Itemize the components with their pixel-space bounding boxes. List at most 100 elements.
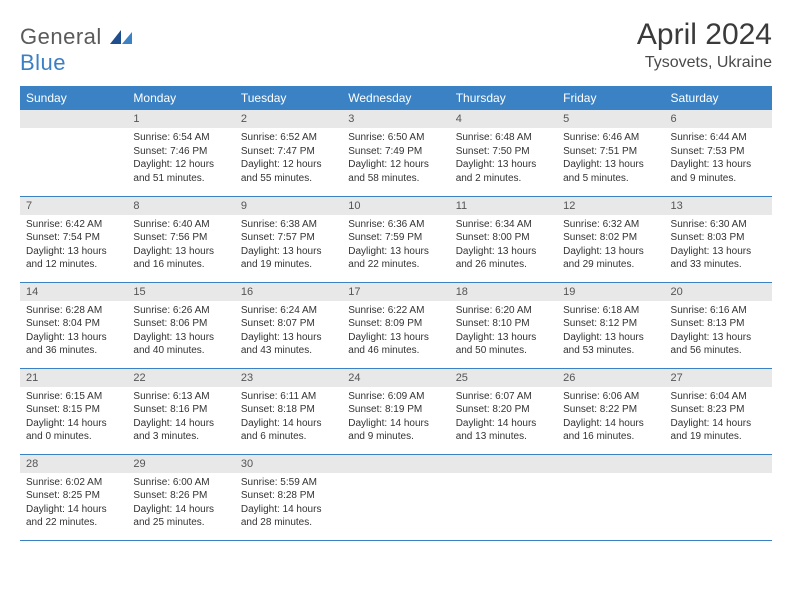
day-details: Sunrise: 6:36 AMSunset: 7:59 PMDaylight:… xyxy=(342,215,449,276)
sunset-line: Sunset: 8:16 PM xyxy=(133,403,228,417)
daylight-line: Daylight: 14 hours and 9 minutes. xyxy=(348,417,443,444)
sunrise-line: Sunrise: 6:24 AM xyxy=(241,304,336,318)
daylight-line: Daylight: 12 hours and 58 minutes. xyxy=(348,158,443,185)
calendar-day-cell: 14Sunrise: 6:28 AMSunset: 8:04 PMDayligh… xyxy=(20,282,127,368)
sunrise-line: Sunrise: 6:28 AM xyxy=(26,304,121,318)
weekday-header-cell: Saturday xyxy=(665,86,772,110)
daylight-line: Daylight: 13 hours and 12 minutes. xyxy=(26,245,121,272)
sunset-line: Sunset: 8:06 PM xyxy=(133,317,228,331)
day-number: 26 xyxy=(557,369,664,387)
daylight-line: Daylight: 12 hours and 55 minutes. xyxy=(241,158,336,185)
calendar-day-cell: 9Sunrise: 6:38 AMSunset: 7:57 PMDaylight… xyxy=(235,196,342,282)
sunset-line: Sunset: 7:57 PM xyxy=(241,231,336,245)
top-bar: General Blue April 2024 Tysovets, Ukrain… xyxy=(20,18,772,76)
sunset-line: Sunset: 8:02 PM xyxy=(563,231,658,245)
daylight-line: Daylight: 13 hours and 33 minutes. xyxy=(671,245,766,272)
sunrise-line: Sunrise: 6:42 AM xyxy=(26,218,121,232)
sunset-line: Sunset: 8:04 PM xyxy=(26,317,121,331)
sunrise-line: Sunrise: 6:40 AM xyxy=(133,218,228,232)
day-details: Sunrise: 6:20 AMSunset: 8:10 PMDaylight:… xyxy=(450,301,557,362)
sunrise-line: Sunrise: 6:50 AM xyxy=(348,131,443,145)
sunrise-line: Sunrise: 6:34 AM xyxy=(456,218,551,232)
calendar-day-cell: 1Sunrise: 6:54 AMSunset: 7:46 PMDaylight… xyxy=(127,110,234,196)
day-number: 11 xyxy=(450,197,557,215)
sunset-line: Sunset: 7:51 PM xyxy=(563,145,658,159)
daylight-line: Daylight: 14 hours and 13 minutes. xyxy=(456,417,551,444)
day-number: 4 xyxy=(450,110,557,128)
sunset-line: Sunset: 8:19 PM xyxy=(348,403,443,417)
sunset-line: Sunset: 8:12 PM xyxy=(563,317,658,331)
calendar-day-cell: 27Sunrise: 6:04 AMSunset: 8:23 PMDayligh… xyxy=(665,368,772,454)
daylight-line: Daylight: 13 hours and 19 minutes. xyxy=(241,245,336,272)
calendar-week-row: 1Sunrise: 6:54 AMSunset: 7:46 PMDaylight… xyxy=(20,110,772,196)
day-details: Sunrise: 6:52 AMSunset: 7:47 PMDaylight:… xyxy=(235,128,342,189)
title-block: April 2024 Tysovets, Ukraine xyxy=(637,18,772,72)
sunset-line: Sunset: 7:59 PM xyxy=(348,231,443,245)
calendar-day-cell xyxy=(557,454,664,540)
sunset-line: Sunset: 7:49 PM xyxy=(348,145,443,159)
sunset-line: Sunset: 7:46 PM xyxy=(133,145,228,159)
day-number: 16 xyxy=(235,283,342,301)
day-number: 24 xyxy=(342,369,449,387)
sunset-line: Sunset: 8:18 PM xyxy=(241,403,336,417)
calendar-day-cell: 13Sunrise: 6:30 AMSunset: 8:03 PMDayligh… xyxy=(665,196,772,282)
day-details: Sunrise: 6:26 AMSunset: 8:06 PMDaylight:… xyxy=(127,301,234,362)
day-details: Sunrise: 6:09 AMSunset: 8:19 PMDaylight:… xyxy=(342,387,449,448)
weekday-header-cell: Sunday xyxy=(20,86,127,110)
day-number: 21 xyxy=(20,369,127,387)
sunrise-line: Sunrise: 6:54 AM xyxy=(133,131,228,145)
day-number: 25 xyxy=(450,369,557,387)
day-details: Sunrise: 6:30 AMSunset: 8:03 PMDaylight:… xyxy=(665,215,772,276)
calendar-day-cell: 8Sunrise: 6:40 AMSunset: 7:56 PMDaylight… xyxy=(127,196,234,282)
day-number: 1 xyxy=(127,110,234,128)
day-details: Sunrise: 6:15 AMSunset: 8:15 PMDaylight:… xyxy=(20,387,127,448)
sunset-line: Sunset: 8:00 PM xyxy=(456,231,551,245)
daylight-line: Daylight: 13 hours and 50 minutes. xyxy=(456,331,551,358)
day-number xyxy=(557,455,664,473)
calendar-day-cell: 2Sunrise: 6:52 AMSunset: 7:47 PMDaylight… xyxy=(235,110,342,196)
sunset-line: Sunset: 8:23 PM xyxy=(671,403,766,417)
calendar-day-cell: 19Sunrise: 6:18 AMSunset: 8:12 PMDayligh… xyxy=(557,282,664,368)
weekday-header: SundayMondayTuesdayWednesdayThursdayFrid… xyxy=(20,86,772,110)
sunrise-line: Sunrise: 6:22 AM xyxy=(348,304,443,318)
calendar-week-row: 28Sunrise: 6:02 AMSunset: 8:25 PMDayligh… xyxy=(20,454,772,540)
sunset-line: Sunset: 8:13 PM xyxy=(671,317,766,331)
calendar-day-cell: 23Sunrise: 6:11 AMSunset: 8:18 PMDayligh… xyxy=(235,368,342,454)
logo-text: General Blue xyxy=(20,24,132,76)
day-number xyxy=(342,455,449,473)
calendar-day-cell: 30Sunrise: 5:59 AMSunset: 8:28 PMDayligh… xyxy=(235,454,342,540)
sunset-line: Sunset: 7:50 PM xyxy=(456,145,551,159)
day-details: Sunrise: 6:06 AMSunset: 8:22 PMDaylight:… xyxy=(557,387,664,448)
day-details: Sunrise: 6:54 AMSunset: 7:46 PMDaylight:… xyxy=(127,128,234,189)
day-number xyxy=(20,110,127,128)
daylight-line: Daylight: 14 hours and 0 minutes. xyxy=(26,417,121,444)
day-number: 13 xyxy=(665,197,772,215)
sunrise-line: Sunrise: 6:18 AM xyxy=(563,304,658,318)
day-number: 7 xyxy=(20,197,127,215)
weekday-header-cell: Wednesday xyxy=(342,86,449,110)
day-number: 27 xyxy=(665,369,772,387)
sunrise-line: Sunrise: 6:26 AM xyxy=(133,304,228,318)
sunrise-line: Sunrise: 6:04 AM xyxy=(671,390,766,404)
day-details: Sunrise: 6:02 AMSunset: 8:25 PMDaylight:… xyxy=(20,473,127,534)
sunset-line: Sunset: 8:07 PM xyxy=(241,317,336,331)
daylight-line: Daylight: 13 hours and 53 minutes. xyxy=(563,331,658,358)
day-number: 2 xyxy=(235,110,342,128)
month-title: April 2024 xyxy=(637,18,772,52)
daylight-line: Daylight: 14 hours and 3 minutes. xyxy=(133,417,228,444)
calendar-day-cell: 6Sunrise: 6:44 AMSunset: 7:53 PMDaylight… xyxy=(665,110,772,196)
sunset-line: Sunset: 8:15 PM xyxy=(26,403,121,417)
day-details: Sunrise: 6:34 AMSunset: 8:00 PMDaylight:… xyxy=(450,215,557,276)
weekday-header-cell: Tuesday xyxy=(235,86,342,110)
daylight-line: Daylight: 12 hours and 51 minutes. xyxy=(133,158,228,185)
sunset-line: Sunset: 7:54 PM xyxy=(26,231,121,245)
daylight-line: Daylight: 13 hours and 26 minutes. xyxy=(456,245,551,272)
sunset-line: Sunset: 7:47 PM xyxy=(241,145,336,159)
day-details: Sunrise: 6:28 AMSunset: 8:04 PMDaylight:… xyxy=(20,301,127,362)
calendar-day-cell: 24Sunrise: 6:09 AMSunset: 8:19 PMDayligh… xyxy=(342,368,449,454)
sunrise-line: Sunrise: 6:15 AM xyxy=(26,390,121,404)
day-details: Sunrise: 6:13 AMSunset: 8:16 PMDaylight:… xyxy=(127,387,234,448)
sunset-line: Sunset: 8:03 PM xyxy=(671,231,766,245)
sunrise-line: Sunrise: 6:02 AM xyxy=(26,476,121,490)
day-number: 3 xyxy=(342,110,449,128)
